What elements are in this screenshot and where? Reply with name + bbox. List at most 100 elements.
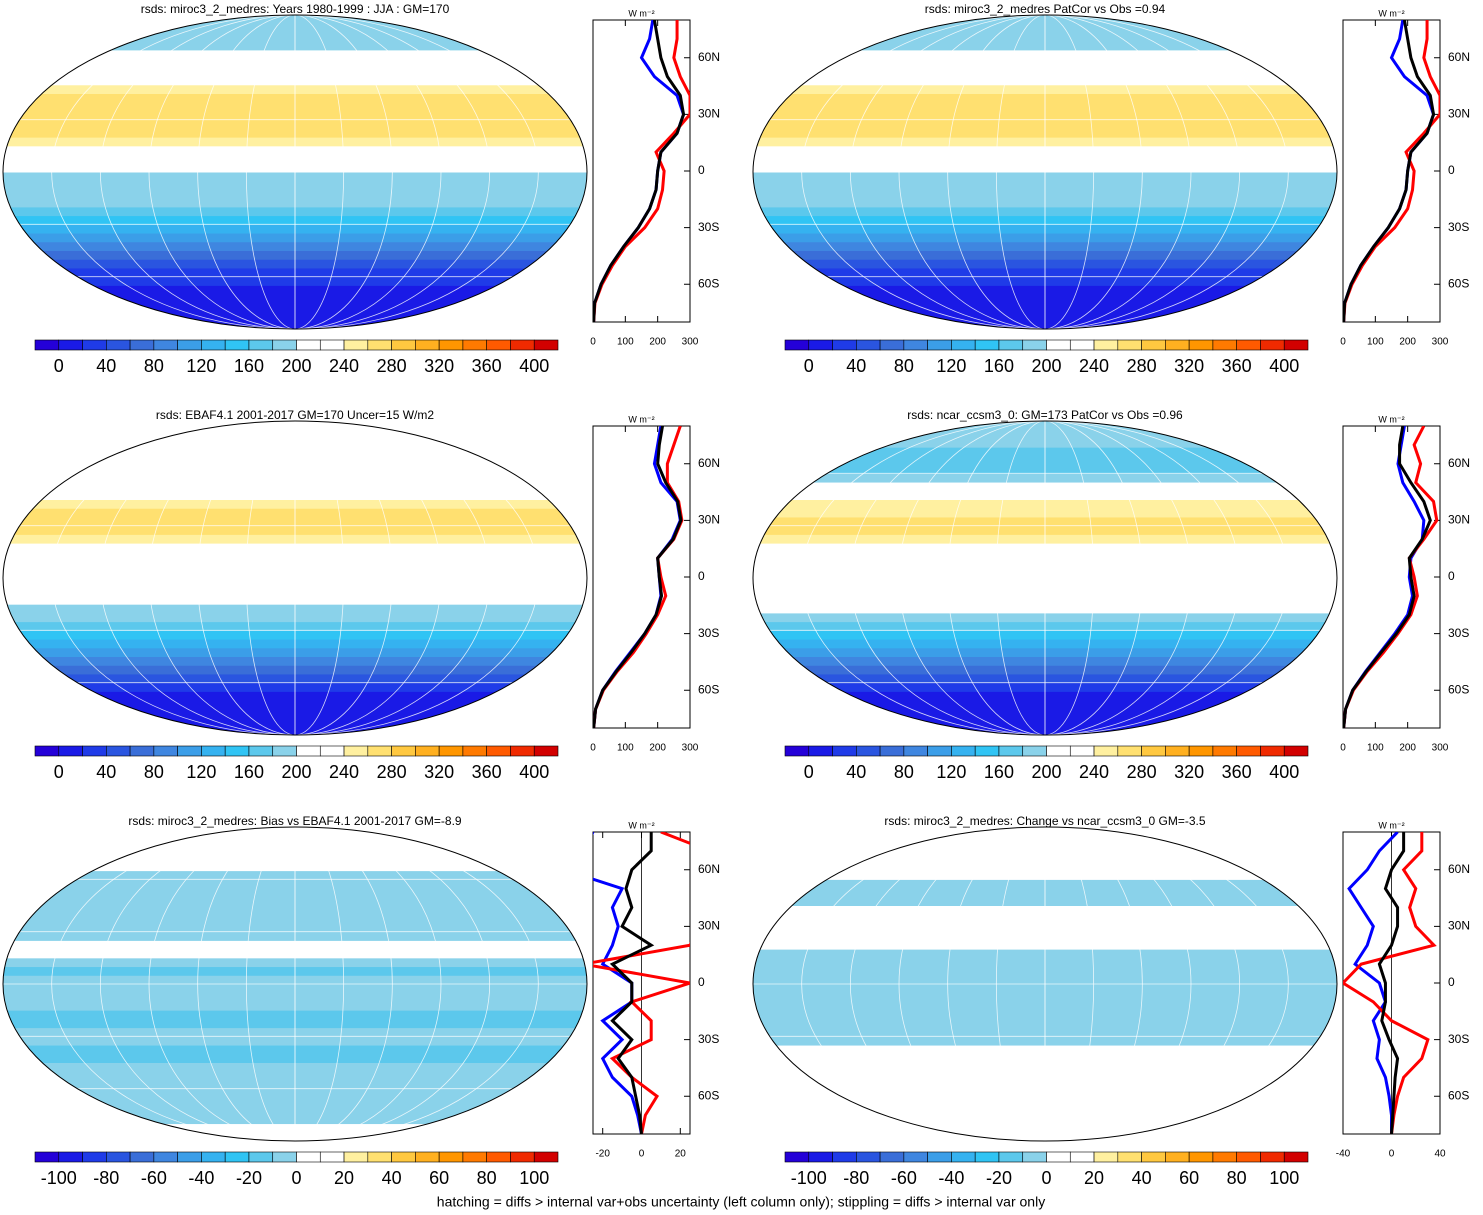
colorbar-label: 0 [54,762,64,782]
y-tick-label: 30S [698,220,719,234]
colorbar-label: -40 [938,1168,964,1188]
colorbar-box [106,745,131,757]
colorbar-label: 0 [54,356,64,376]
x-tick-label: 0 [590,743,596,754]
panel-title: rsds: EBAF4.1 2001-2017 GM=170 Uncer=15 … [156,408,434,422]
colorbar-box [1069,1151,1095,1163]
colorbar-label: 400 [519,356,549,376]
colorbar-box [391,745,416,757]
colorbar-box [415,745,440,757]
colorbar-box [927,339,952,351]
colorbar-label: 40 [96,762,116,782]
colorbar-box [391,339,416,351]
colorbar-label: 240 [329,762,359,782]
map-outline [2,14,588,330]
x-tick-label: 0 [1340,743,1346,754]
colorbar-label: 40 [846,356,866,376]
colorbar-label: 400 [1269,356,1299,376]
footnote: hatching = diffs > internal var+obs unce… [437,1194,1045,1210]
colorbar-box [415,1151,440,1163]
colorbar-box [510,745,535,757]
colorbar-box [201,339,226,351]
colorbar-box [486,339,511,351]
colorbar-box [367,1151,392,1163]
y-tick-label: 60S [1448,682,1469,696]
zonal-line [1343,832,1437,1134]
colorbar-label: 360 [472,762,502,782]
zonal-line [1343,20,1436,322]
colorbar-box [1093,1151,1119,1163]
colorbar-label: 40 [846,762,866,782]
zonal-line [1347,832,1399,1134]
colorbar-box [319,339,345,351]
colorbar-box [1165,339,1190,351]
y-tick-label: 30S [1448,626,1469,640]
map [3,827,587,1141]
colorbar-box [1212,339,1237,351]
meridian [898,15,1192,329]
x-tick-label: 300 [682,743,699,754]
colorbar-box [343,745,369,757]
map [753,15,1337,329]
zonal-line [593,20,690,322]
colorbar-box [1188,745,1214,757]
y-tick-label: 60S [1448,1088,1469,1102]
meridian [849,827,1241,1141]
colorbar-box [153,745,178,757]
colorbar-label: 280 [377,762,407,782]
y-tick-label: 0 [1448,569,1455,583]
colorbar-label: 80 [894,356,914,376]
meridian [947,15,1143,329]
meridian [99,15,491,329]
colorbar-box [486,745,511,757]
colorbar-label: -20 [236,1168,262,1188]
panel-title: rsds: miroc3_2_medres PatCor vs Obs =0.9… [925,2,1166,16]
colorbar-label: 80 [894,762,914,782]
y-tick-label: 30N [698,107,720,121]
colorbar-label: 200 [281,356,311,376]
x-tick-label: 200 [649,743,666,754]
colorbar-label: 40 [382,1168,402,1188]
y-tick-label: 0 [698,163,705,177]
zonal-line [1343,426,1432,728]
colorbar-box [533,1151,559,1163]
x-tick-label: 20 [675,1149,687,1160]
colorbar-label: 80 [144,762,164,782]
colorbar-box [272,745,297,757]
colorbar-label: 0 [804,762,814,782]
x-tick-label: -40 [1336,1149,1351,1160]
colorbar-box [1260,745,1285,757]
colorbar-label: -80 [843,1168,869,1188]
colorbar-box [998,339,1024,351]
meridian [801,827,1289,1141]
meridian [898,421,1192,735]
colorbar-box [462,745,487,757]
colorbar-box [1165,1151,1190,1163]
colorbar-box [927,745,952,757]
colorbar-box [82,1151,107,1163]
colorbar-box [903,745,928,757]
colorbar-box [784,745,810,757]
colorbar-box [1283,1151,1309,1163]
zonal-line [593,832,690,1134]
colorbar-label: 280 [377,356,407,376]
colorbar-label: 360 [1222,356,1252,376]
zonal-lines [1343,20,1440,322]
colorbar-box [1212,1151,1237,1163]
colorbar-box [1093,339,1119,351]
colorbar-label: 120 [936,762,966,782]
colorbar-box [82,339,107,351]
colorbar-box [510,1151,535,1163]
colorbar-box [951,1151,976,1163]
colorbar-box [296,1151,321,1163]
colorbar-box [272,1151,297,1163]
colorbar-box [129,339,155,351]
colorbar-box [129,1151,155,1163]
y-tick-label: 30S [1448,1032,1469,1046]
colorbar-box [58,745,83,757]
colorbar-box [415,339,440,351]
y-tick-label: 0 [1448,975,1455,989]
map [3,421,587,735]
x-tick-label: 300 [1432,337,1449,348]
map [753,421,1337,735]
